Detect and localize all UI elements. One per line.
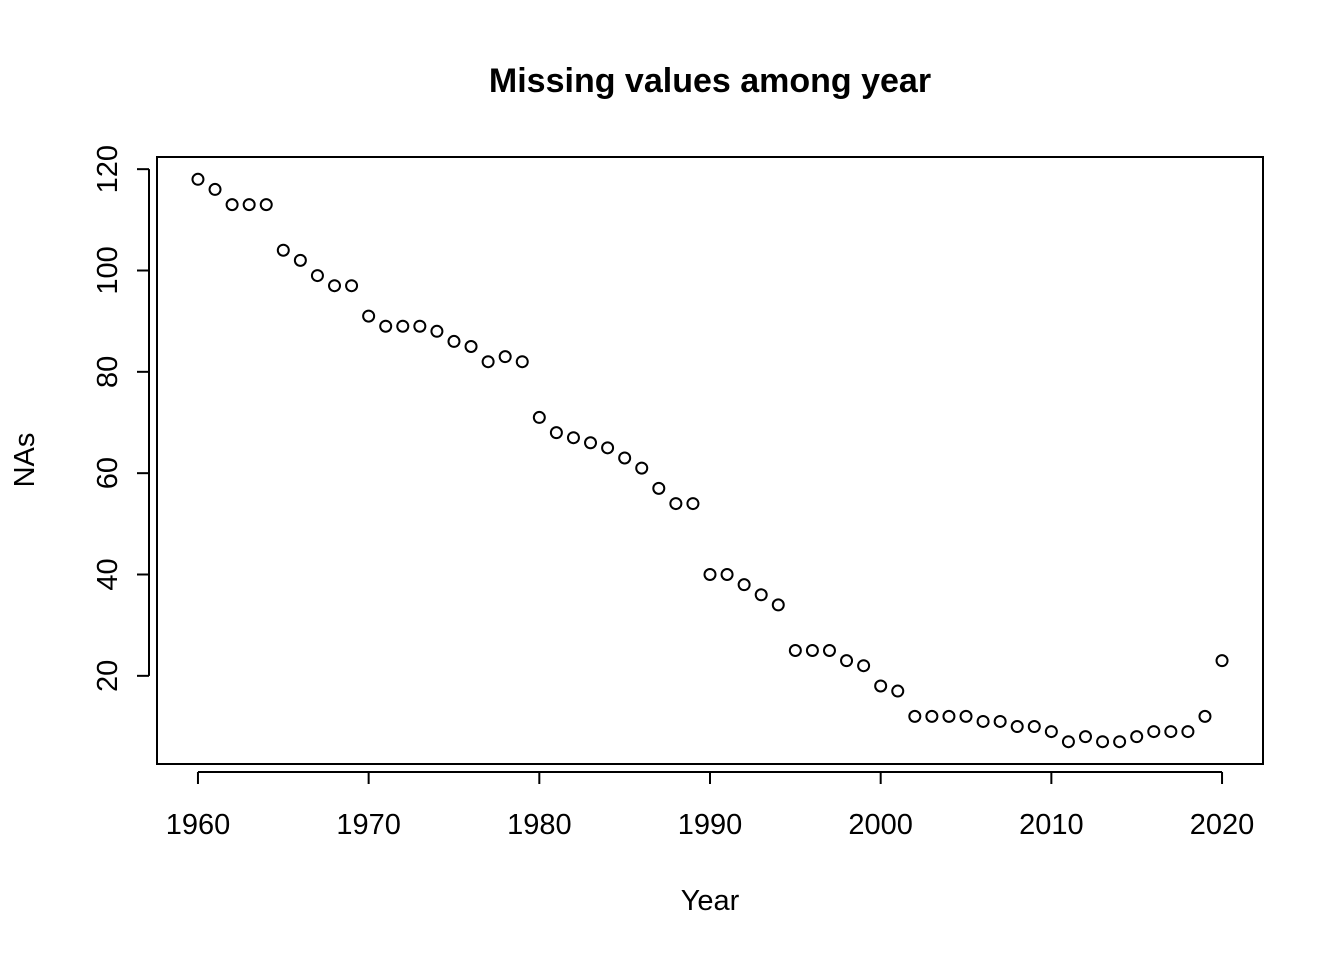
x-axis: 1960 1970 1980 1990 2000 2010 2020 [166,771,1255,841]
data-point [635,461,649,475]
data-point [652,481,666,495]
data-point [1061,735,1075,749]
data-point [481,355,495,369]
data-point [362,309,376,323]
data-point [601,441,615,455]
x-tick-label: 1990 [678,809,743,841]
y-tick-label: 120 [92,145,124,193]
data-point [396,319,410,333]
data-point [840,654,854,668]
data-point [549,426,563,440]
data-point [788,644,802,658]
data-point [942,709,956,723]
data-point [669,497,683,511]
data-point [1164,725,1178,739]
data-point [276,243,290,257]
data-point [464,339,478,353]
data-point [1113,735,1127,749]
data-point [293,253,307,267]
data-point [430,324,444,338]
data-point [618,451,632,465]
data-point [754,588,768,602]
data-point [959,709,973,723]
data-point [515,355,529,369]
y-tick-label: 40 [92,558,124,590]
data-point [379,319,393,333]
x-tick-label: 1980 [507,809,572,841]
y-tick-label: 60 [92,457,124,489]
data-point [993,714,1007,728]
data-point [857,659,871,673]
data-point [686,497,700,511]
data-point [720,568,734,582]
data-point [874,679,888,693]
data-point [1198,709,1212,723]
x-tick-label: 1970 [336,809,401,841]
x-tick-label: 2000 [848,809,913,841]
data-point [1010,720,1024,734]
y-axis-label: NAs [9,433,41,488]
data-point [891,684,905,698]
y-tick-label: 80 [92,356,124,388]
data-point [532,410,546,424]
data-point [805,644,819,658]
data-point [822,644,836,658]
x-tick-label: 2020 [1190,809,1255,841]
y-tick-label: 20 [92,660,124,692]
data-point [1181,725,1195,739]
chart-title: Missing values among year [489,62,931,100]
data-point [1130,730,1144,744]
data-point [566,431,580,445]
data-point [225,198,239,212]
plot-frame [156,156,1264,765]
x-axis-label: Year [681,885,740,917]
data-point [1096,735,1110,749]
data-point [498,350,512,364]
y-axis: 20 40 60 80 100 120 [92,145,150,692]
data-point [242,198,256,212]
data-point [1044,725,1058,739]
data-point [771,598,785,612]
data-point [310,269,324,283]
data-point [345,279,359,293]
data-point [925,709,939,723]
data-point [191,172,205,186]
data-point [259,198,273,212]
data-point [737,578,751,592]
data-point [328,279,342,293]
y-tick-label: 100 [92,246,124,294]
data-point [584,436,598,450]
data-point [908,709,922,723]
data-point [976,714,990,728]
x-tick-label: 1960 [166,809,231,841]
data-point [1147,725,1161,739]
data-point [447,334,461,348]
data-points [191,172,1229,749]
data-point [1215,654,1229,668]
data-point [208,182,222,196]
data-point [1027,720,1041,734]
data-point [413,319,427,333]
data-point [703,568,717,582]
x-tick-label: 2010 [1019,809,1084,841]
data-point [1078,730,1092,744]
